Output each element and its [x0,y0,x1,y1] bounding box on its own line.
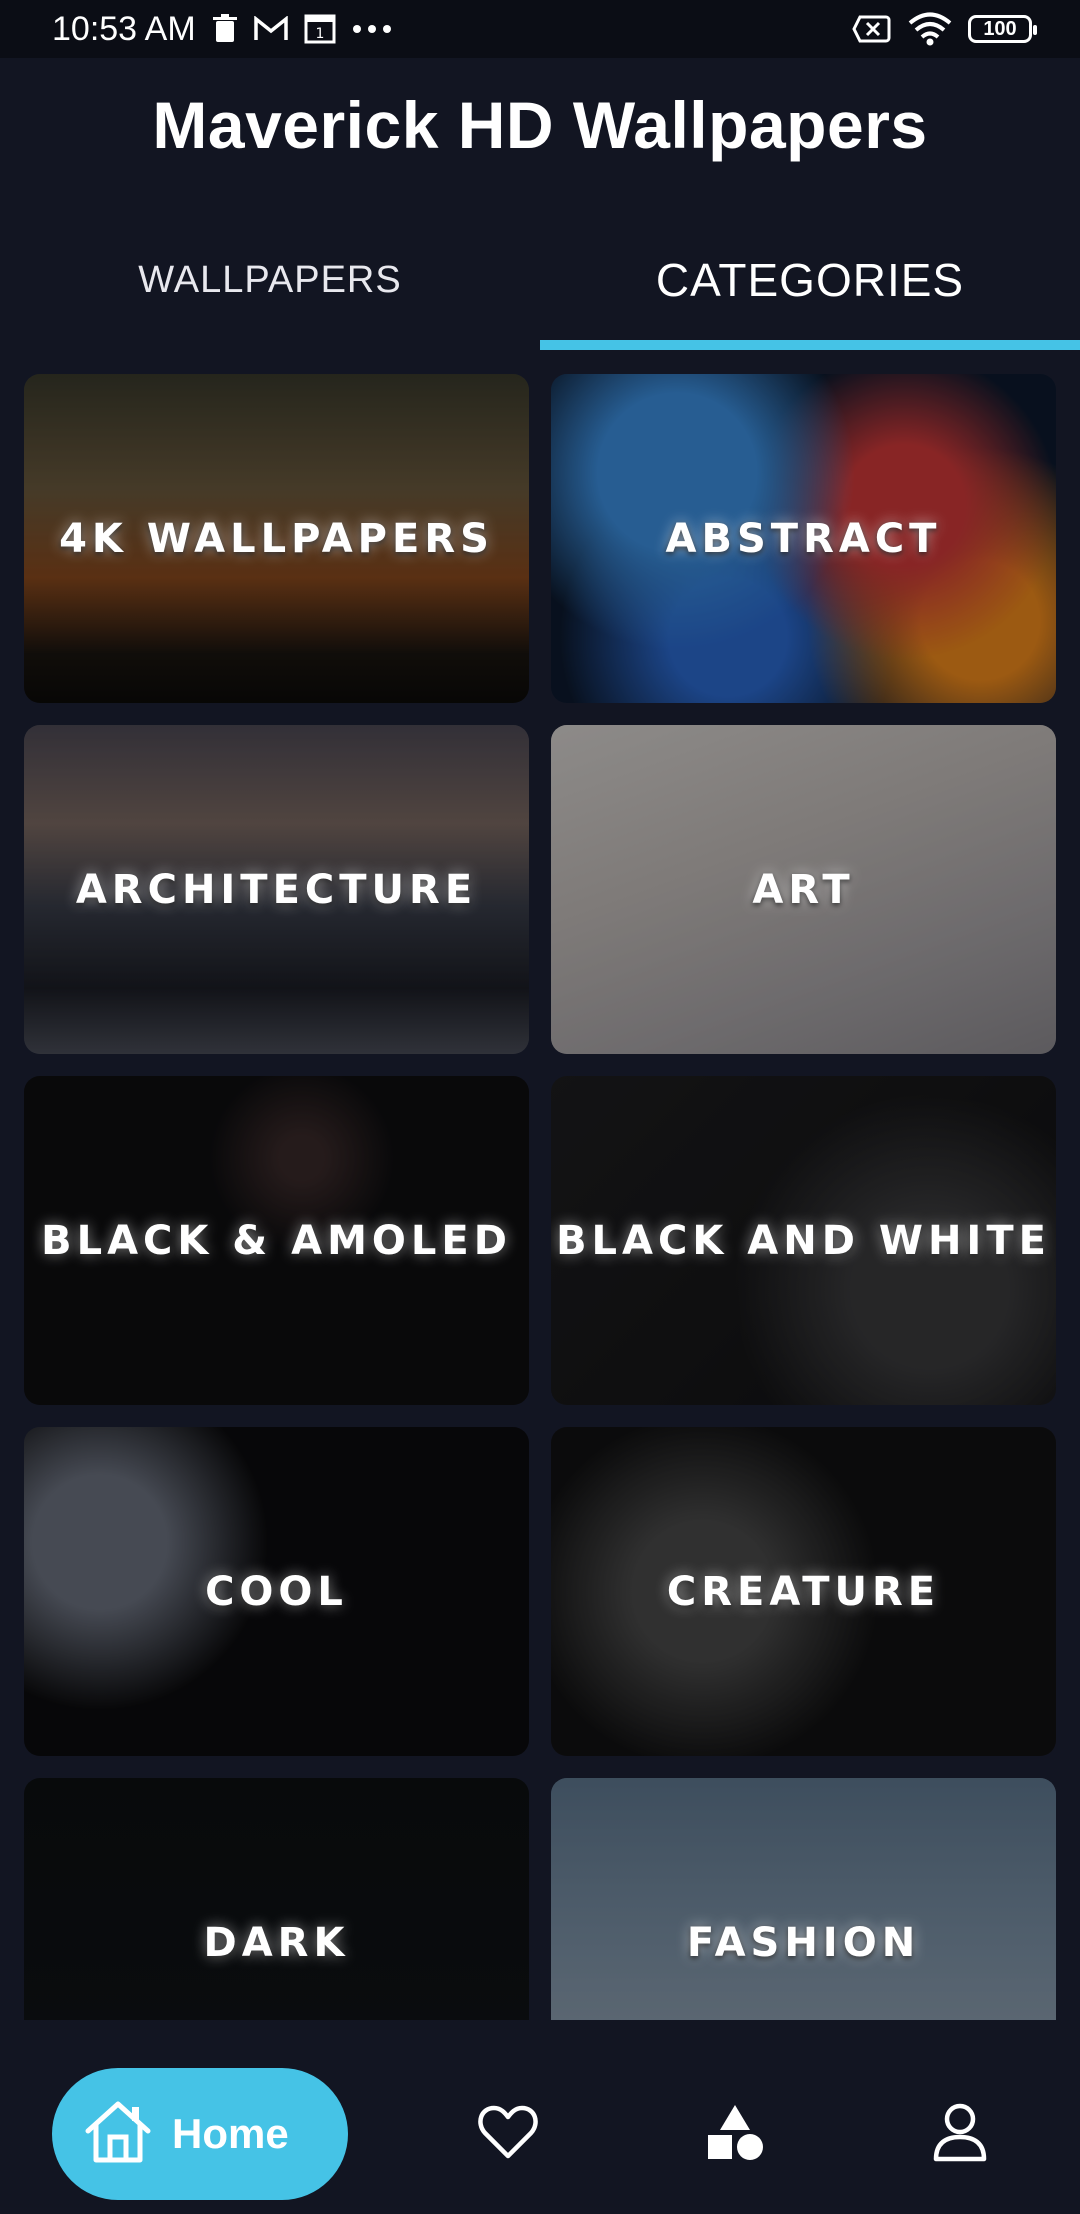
svg-text:1: 1 [315,26,324,42]
nav-home-label: Home [172,2110,289,2157]
heart-icon [477,2104,539,2165]
gmail-icon [253,16,288,42]
card-overlay [551,725,1056,1054]
card-overlay [24,725,529,1054]
category-label: ART [752,866,855,913]
category-card-4k-wallpapers[interactable]: 4K WALLPAPERS [24,374,529,703]
category-label: COOL [205,1568,348,1615]
card-overlay [24,1427,529,1756]
status-bar: 10:53 AM 1 100 [0,0,1080,58]
home-icon [82,2099,154,2170]
category-label: DARK [203,1919,350,1966]
tab-bar: WALLPAPERS CATEGORIES [0,210,1080,350]
category-card-fashion[interactable]: FASHION [551,1778,1056,2020]
category-label: ABSTRACT [665,515,942,562]
battery-icon: 100 [968,15,1037,43]
sim-x-icon [852,14,892,44]
tab-categories[interactable]: CATEGORIES [540,210,1080,350]
app-title: Maverick HD Wallpapers [0,60,1080,190]
category-label: BLACK & AMOLED [41,1217,512,1264]
category-grid: 4K WALLPAPERS ABSTRACT ARCHITECTURE ART … [24,374,1056,2020]
card-overlay [551,1076,1056,1405]
nav-categories-button[interactable] [695,2094,775,2174]
category-card-creature[interactable]: CREATURE [551,1427,1056,1756]
profile-icon [932,2102,988,2167]
status-right: 100 [852,12,1037,46]
status-time: 10:53 AM [52,9,196,48]
trash-icon [212,14,238,44]
category-label: FASHION [686,1919,921,1966]
category-card-black-and-white[interactable]: BLACK AND WHITE [551,1076,1056,1405]
card-overlay [24,1778,529,2020]
tab-wallpapers-label: WALLPAPERS [138,258,402,301]
category-label: BLACK AND WHITE [556,1217,1051,1264]
shapes-icon [704,2103,766,2166]
category-card-architecture[interactable]: ARCHITECTURE [24,725,529,1054]
nav-profile-button[interactable] [920,2094,1000,2174]
category-card-art[interactable]: ART [551,725,1056,1054]
card-overlay [24,374,529,703]
notification-box-icon: 1 [304,14,336,44]
category-card-black-amoled[interactable]: BLACK & AMOLED [24,1076,529,1405]
nav-favorites-button[interactable] [468,2094,548,2174]
category-card-cool[interactable]: COOL [24,1427,529,1756]
more-dots-icon [352,24,392,34]
status-left: 10:53 AM 1 [52,10,392,49]
category-card-dark[interactable]: DARK [24,1778,529,2020]
tab-wallpapers[interactable]: WALLPAPERS [0,210,540,350]
nav-home-button[interactable]: Home [52,2068,348,2200]
category-card-abstract[interactable]: ABSTRACT [551,374,1056,703]
card-overlay [551,1778,1056,2020]
tab-categories-label: CATEGORIES [655,254,965,306]
bottom-nav: Home [0,2020,1080,2214]
card-overlay [551,1427,1056,1756]
category-label: ARCHITECTURE [75,866,478,913]
category-label: 4K WALLPAPERS [59,515,494,562]
battery-level: 100 [983,17,1017,40]
wifi-icon [908,12,952,46]
card-overlay [24,1076,529,1405]
card-overlay [551,374,1056,703]
category-label: CREATURE [666,1568,941,1615]
